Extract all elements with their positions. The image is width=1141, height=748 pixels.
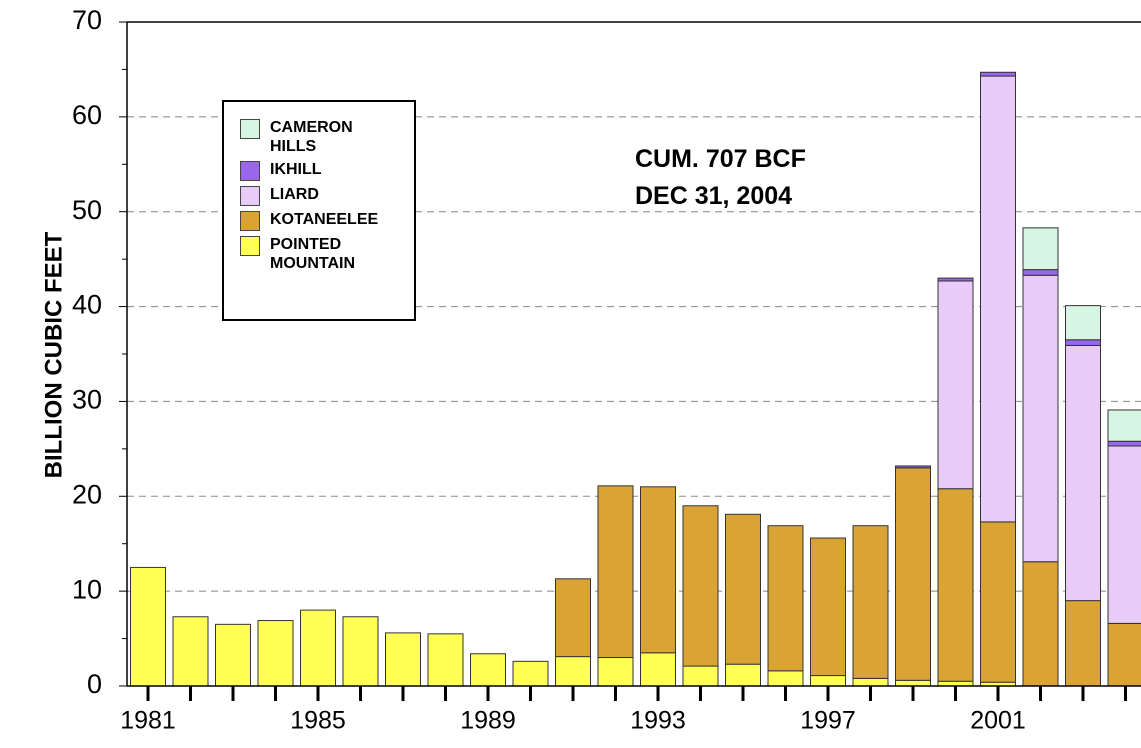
bar-segment bbox=[597, 485, 634, 659]
x-tick-label: 1981 bbox=[120, 707, 176, 735]
y-tick-label: 0 bbox=[87, 669, 102, 699]
y-tick-label: 20 bbox=[72, 479, 102, 509]
y-tick-label: 50 bbox=[72, 195, 102, 225]
bar-segment bbox=[640, 486, 676, 654]
bar-segment bbox=[937, 488, 974, 682]
bar-segment bbox=[597, 657, 634, 687]
bar-segment bbox=[767, 525, 804, 672]
legend: CAMERON HILLS IKHILL LIARD KOTANEELEE POINTE… bbox=[222, 100, 416, 321]
bar-segment bbox=[1107, 409, 1141, 442]
bar-segment bbox=[172, 616, 209, 687]
legend-item: POINTED MOUNTAIN bbox=[240, 235, 414, 273]
bar-segment bbox=[682, 665, 719, 687]
x-tick-label: 1989 bbox=[460, 707, 516, 735]
bar-segment bbox=[1022, 269, 1059, 276]
y-tick-label: 40 bbox=[72, 290, 102, 320]
legend-item: KOTANEELEE bbox=[240, 210, 414, 231]
legend-label: POINTED MOUNTAIN bbox=[270, 236, 356, 272]
x-tick-label: 1993 bbox=[630, 707, 686, 735]
bar-segment bbox=[1065, 305, 1101, 341]
legend-swatch bbox=[240, 161, 260, 181]
legend-item: IKHILL bbox=[240, 160, 414, 181]
y-axis-label: BILLION CUBIC FEET bbox=[40, 231, 67, 478]
bar-segment bbox=[725, 663, 761, 687]
bar-segment bbox=[640, 652, 676, 687]
bar-segment bbox=[130, 566, 166, 687]
bar-segment bbox=[725, 513, 761, 665]
bar-segment bbox=[980, 75, 1016, 523]
bar-segment bbox=[1022, 227, 1059, 271]
bar-segment bbox=[810, 675, 846, 687]
legend-label: IKHILL bbox=[270, 161, 322, 178]
y-tick-label: 10 bbox=[72, 574, 102, 604]
bar-segment bbox=[300, 609, 336, 687]
bar-segment bbox=[342, 616, 379, 687]
bar-segment bbox=[767, 670, 804, 687]
bar-segment bbox=[385, 632, 421, 687]
bar-segment bbox=[1022, 561, 1059, 687]
bar-segment bbox=[427, 633, 464, 687]
bar-segment bbox=[937, 277, 974, 282]
bar-segment bbox=[215, 623, 251, 687]
bar-segment bbox=[1107, 622, 1141, 687]
legend-item: LIARD bbox=[240, 185, 414, 206]
bar-segment bbox=[1065, 339, 1101, 346]
x-tick-label: 2001 bbox=[970, 707, 1026, 735]
bar-segment bbox=[512, 660, 549, 687]
legend-swatch bbox=[240, 211, 260, 231]
legend-label: CAMERON HILLS bbox=[270, 119, 353, 155]
y-tick-label: 60 bbox=[72, 100, 102, 130]
bar-segment bbox=[1065, 600, 1101, 687]
bar-segment bbox=[682, 505, 719, 667]
bar-segment bbox=[852, 677, 889, 687]
annotation: DEC 31, 2004 bbox=[635, 182, 793, 210]
annotation: CUM. 707 BCF bbox=[635, 145, 806, 173]
y-tick-label: 30 bbox=[72, 385, 102, 415]
bar-segment bbox=[937, 280, 974, 490]
x-tick-label: 1997 bbox=[800, 707, 856, 735]
bar-segment bbox=[257, 620, 294, 687]
bar-segment bbox=[1065, 344, 1101, 602]
bar-segment bbox=[1107, 445, 1141, 624]
legend-swatch bbox=[240, 119, 260, 139]
bar-segment bbox=[852, 525, 889, 679]
bar-segment bbox=[470, 653, 506, 687]
legend-swatch bbox=[240, 186, 260, 206]
bar-segment bbox=[555, 656, 591, 687]
legend-label: LIARD bbox=[270, 186, 319, 203]
bar-segment bbox=[895, 465, 931, 469]
bar-segment bbox=[980, 71, 1016, 77]
bar-segment bbox=[1107, 440, 1141, 447]
bar-segment bbox=[980, 521, 1016, 683]
legend-swatch bbox=[240, 236, 260, 256]
legend-item: CAMERON HILLS bbox=[240, 118, 414, 156]
y-tick-label: 70 bbox=[72, 5, 102, 35]
x-tick-label: 1985 bbox=[290, 707, 346, 735]
bar-segment bbox=[895, 467, 931, 681]
bar-segment bbox=[555, 578, 591, 658]
bar-segment bbox=[810, 537, 846, 677]
bar-segment bbox=[1022, 274, 1059, 563]
bar-segment bbox=[895, 679, 931, 687]
legend-label: KOTANEELEE bbox=[270, 211, 379, 228]
